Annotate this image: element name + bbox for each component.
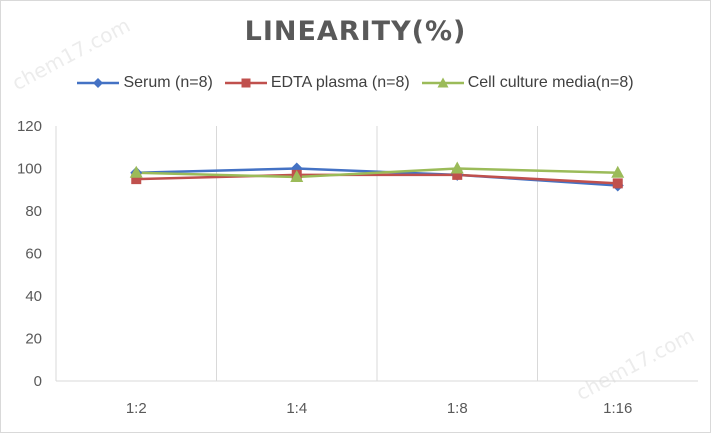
data-point-edta-plasma bbox=[131, 174, 142, 185]
y-tick-label: 100 bbox=[17, 161, 42, 178]
series-line-cell-culture-media bbox=[136, 167, 618, 179]
data-point-cell-culture-media bbox=[290, 170, 304, 182]
x-tick-label: 1:2 bbox=[126, 400, 147, 417]
data-point-edta-plasma bbox=[612, 178, 623, 189]
x-tick-label: 1:4 bbox=[286, 400, 307, 417]
legend-label-serum: Serum (n=8) bbox=[123, 74, 213, 91]
legend-swatch-serum bbox=[77, 78, 120, 88]
legend-item-serum: Serum (n=8) bbox=[77, 74, 213, 92]
y-tick-label: 0 bbox=[34, 373, 42, 390]
legend-swatch-cell-culture-media bbox=[421, 77, 464, 88]
legend-label-cell-culture-media: Cell culture media(n=8) bbox=[467, 74, 634, 91]
legend-item-edta-plasma: EDTA plasma (n=8) bbox=[224, 74, 410, 92]
y-tick-label: 80 bbox=[25, 203, 42, 220]
data-point-cell-culture-media bbox=[450, 161, 464, 174]
x-tick-label: 1:8 bbox=[447, 400, 468, 417]
legend-item-cell-culture-media: Cell culture media(n=8) bbox=[421, 74, 634, 92]
y-tick-label: 40 bbox=[25, 288, 42, 305]
legend: Serum (n=8) EDTA plasma (n=8) Cell cultu… bbox=[0, 74, 711, 92]
y-tick-label: 120 bbox=[17, 118, 42, 135]
legend-swatch-edta-plasma bbox=[224, 78, 267, 88]
data-point-cell-culture-media bbox=[611, 165, 625, 178]
y-tick-label: 20 bbox=[25, 331, 42, 348]
y-tick-label: 60 bbox=[25, 246, 42, 263]
data-point-edta-plasma bbox=[452, 169, 463, 180]
legend-label-edta-plasma: EDTA plasma (n=8) bbox=[270, 74, 410, 91]
chart-title: LINEARITY(%) bbox=[244, 16, 467, 47]
data-point-cell-culture-media bbox=[129, 165, 143, 178]
series-line-edta-plasma bbox=[136, 173, 618, 185]
x-tick-label: 1:16 bbox=[603, 400, 632, 417]
